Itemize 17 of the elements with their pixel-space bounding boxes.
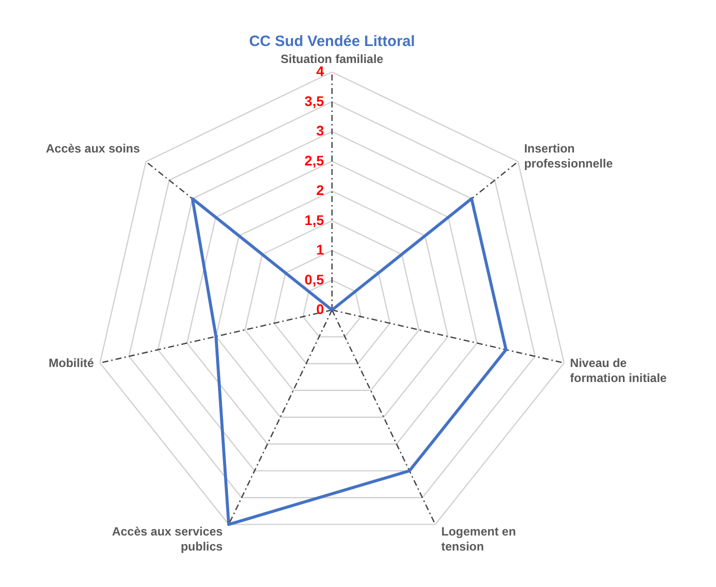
y-tick-label: 2,5 bbox=[304, 152, 324, 168]
spoke-label: Mobilité bbox=[48, 356, 94, 370]
y-tick-label: 3 bbox=[316, 122, 324, 138]
spoke-label: Niveau de formation initiale bbox=[570, 356, 668, 385]
y-tick-label: 4 bbox=[316, 63, 324, 79]
y-tick-label: 3,5 bbox=[304, 92, 324, 109]
spoke-label: Insertion professionnelle bbox=[524, 142, 614, 171]
spoke-label: Logement en tension bbox=[441, 524, 516, 554]
spoke-label: Accès aux services publics bbox=[112, 524, 224, 554]
spoke-label: Situation familiale bbox=[280, 52, 384, 66]
spoke-label: Accès aux soins bbox=[46, 142, 140, 156]
y-tick-label: 1 bbox=[316, 242, 324, 258]
y-tick-label: 0,5 bbox=[304, 271, 324, 288]
chart-title: CC Sud Vendée Littoral bbox=[249, 33, 415, 50]
y-tick-label: 1,5 bbox=[304, 212, 324, 228]
y-tick-label: 0 bbox=[316, 301, 324, 317]
y-tick-label: 2 bbox=[316, 182, 324, 198]
